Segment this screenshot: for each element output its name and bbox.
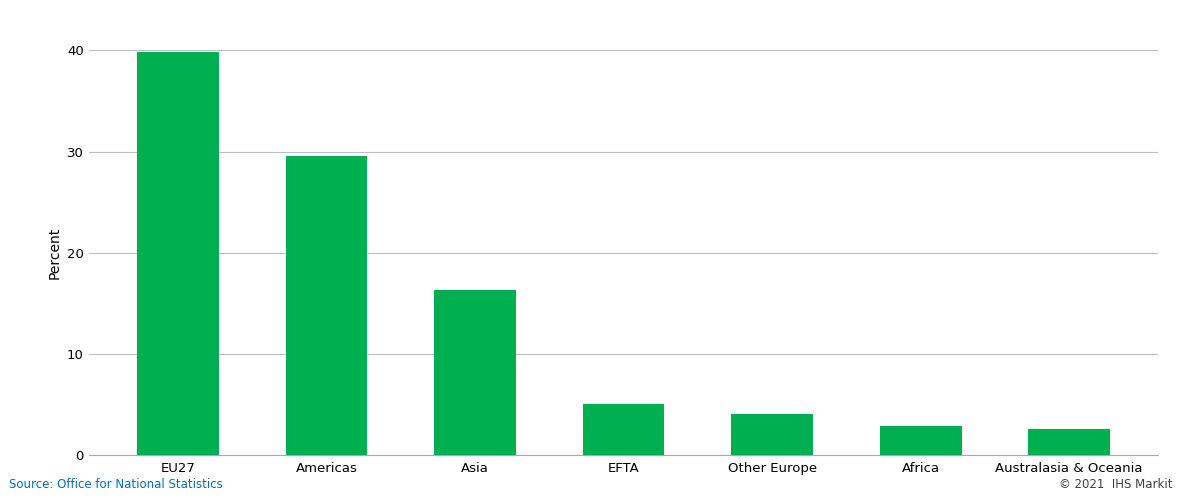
Bar [583,403,664,455]
Y-axis label: Percent: Percent [47,227,61,279]
Bar [137,52,219,455]
Bar [879,426,961,455]
Bar [1028,429,1110,455]
Text: © 2021  IHS Markit: © 2021 IHS Markit [1059,478,1173,490]
Bar [732,413,813,455]
Text: Source: Office for National Statistics: Source: Office for National Statistics [9,478,223,490]
Bar [286,155,368,455]
Text: UK export of services, destination, 2019 share, current prices: UK export of services, destination, 2019… [9,15,590,33]
Bar [434,290,515,455]
